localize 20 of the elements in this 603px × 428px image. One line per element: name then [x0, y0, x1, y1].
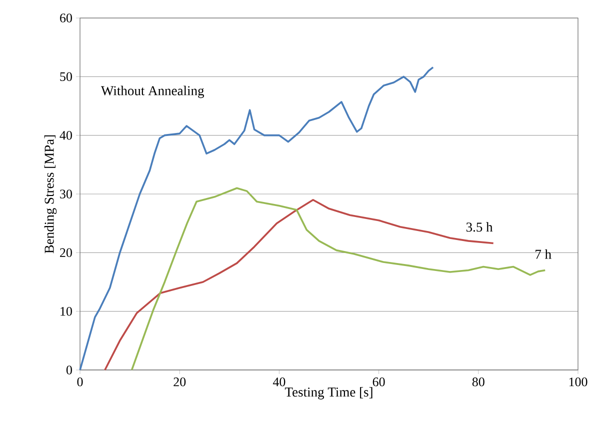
y-tick-label: 10	[60, 306, 72, 316]
series-label: 7 h	[536, 249, 552, 259]
x-tick-label: 80	[472, 378, 484, 386]
line-series	[104, 198, 494, 371]
y-tick-label: 50	[60, 72, 72, 82]
y-tick-label: 60	[60, 14, 72, 22]
series-label: 3.5 h	[466, 222, 493, 232]
y-tick-label: 30	[60, 190, 72, 198]
x-tick-label: 20	[174, 378, 186, 386]
y-tick-label: 20	[60, 248, 72, 258]
y-tick-label: 40	[60, 130, 72, 140]
x-tick-label: 60	[372, 378, 385, 386]
x-tick-label: 40	[272, 378, 286, 386]
line-series	[130, 187, 546, 371]
y-tick-label: 0	[66, 366, 72, 374]
x-axis-title: Testing Time [s]	[284, 387, 372, 400]
text: Without Annealing	[100, 86, 204, 98]
x-tick-label: 100	[569, 378, 588, 386]
y-axis-title: Bending Stress [MPa]	[44, 135, 57, 254]
x-tick-label: 0	[77, 378, 83, 386]
